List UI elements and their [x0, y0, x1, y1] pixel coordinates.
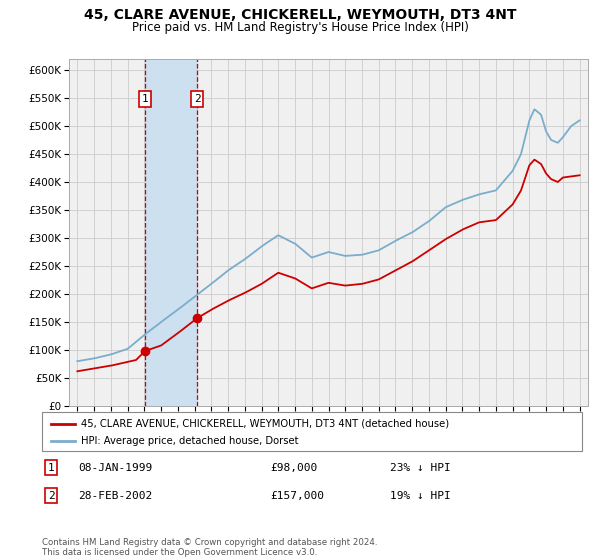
- Text: 2: 2: [194, 94, 200, 104]
- Text: Contains HM Land Registry data © Crown copyright and database right 2024.
This d: Contains HM Land Registry data © Crown c…: [42, 538, 377, 557]
- Text: 2: 2: [47, 491, 55, 501]
- Text: 28-FEB-2002: 28-FEB-2002: [78, 491, 152, 501]
- Text: £157,000: £157,000: [270, 491, 324, 501]
- Text: HPI: Average price, detached house, Dorset: HPI: Average price, detached house, Dors…: [81, 436, 299, 446]
- Text: 45, CLARE AVENUE, CHICKERELL, WEYMOUTH, DT3 4NT (detached house): 45, CLARE AVENUE, CHICKERELL, WEYMOUTH, …: [81, 419, 449, 429]
- Text: 08-JAN-1999: 08-JAN-1999: [78, 463, 152, 473]
- Text: 45, CLARE AVENUE, CHICKERELL, WEYMOUTH, DT3 4NT: 45, CLARE AVENUE, CHICKERELL, WEYMOUTH, …: [84, 8, 516, 22]
- Text: 1: 1: [142, 94, 148, 104]
- Text: 1: 1: [47, 463, 55, 473]
- Text: Price paid vs. HM Land Registry's House Price Index (HPI): Price paid vs. HM Land Registry's House …: [131, 21, 469, 34]
- Bar: [145, 59, 197, 406]
- Text: 23% ↓ HPI: 23% ↓ HPI: [390, 463, 451, 473]
- Text: £98,000: £98,000: [270, 463, 317, 473]
- Text: 19% ↓ HPI: 19% ↓ HPI: [390, 491, 451, 501]
